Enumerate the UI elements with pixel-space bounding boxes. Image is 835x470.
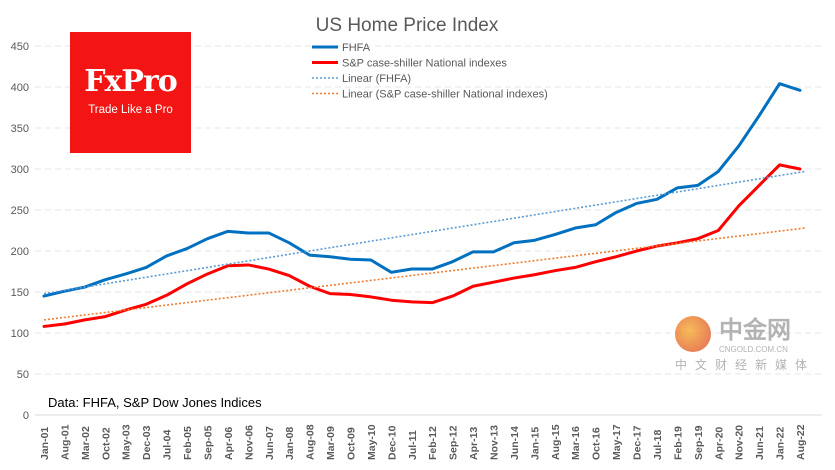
- x-tick-label: Jun-21: [754, 426, 766, 460]
- x-tick-label: Jan-08: [284, 427, 296, 460]
- x-tick-label: Oct-16: [591, 427, 603, 460]
- y-tick-label: 50: [17, 369, 29, 381]
- watermark: 中金网 CNGOLD.COM.CN 中文财经新媒体: [675, 316, 830, 376]
- legend-label: Linear (FHFA): [342, 73, 411, 85]
- x-tick-label: Aug-15: [550, 424, 562, 460]
- series-line-3: [43, 170, 806, 295]
- x-tick-label: Feb-05: [182, 426, 194, 460]
- x-tick-label: Apr-06: [223, 427, 235, 460]
- x-tick-label: Oct-09: [345, 427, 357, 460]
- x-tick-label: Dec-03: [141, 425, 153, 460]
- x-tick-label: Sep-12: [448, 425, 460, 460]
- y-tick-label: 350: [11, 123, 29, 135]
- y-tick-label: 300: [11, 164, 29, 176]
- x-tick-label: Sep-05: [202, 425, 214, 460]
- x-tick-label: Jun-07: [264, 426, 276, 460]
- x-tick-label: Feb-19: [672, 426, 684, 460]
- logo-brand: FxPro: [84, 64, 178, 99]
- series-line-4: [43, 227, 806, 321]
- x-tick-label: Nov-13: [489, 425, 501, 460]
- x-tick-label: Jan-01: [39, 427, 51, 460]
- watermark-subtitle: 中文财经新媒体: [675, 358, 816, 372]
- x-tick-label: Jan-22: [775, 427, 787, 460]
- x-tick-label: Jul-11: [407, 430, 419, 460]
- series-line-2: [42, 163, 802, 328]
- legend-label: S&P case-shiller National indexes: [342, 58, 507, 70]
- x-tick-label: Feb-12: [427, 426, 439, 460]
- x-tick-label: Oct-02: [100, 427, 112, 460]
- x-tick-label: Aug-01: [59, 424, 71, 460]
- y-tick-label: 100: [11, 328, 29, 340]
- watermark-domain: CNGOLD.COM.CN: [719, 345, 788, 354]
- x-tick-label: Mar-09: [325, 426, 337, 460]
- series-line-1: [42, 82, 802, 298]
- x-tick-label: Sep-19: [693, 425, 705, 460]
- y-tick-label: 250: [11, 205, 29, 217]
- x-tick-label: May-03: [121, 424, 133, 460]
- x-tick-label: Apr-20: [713, 427, 725, 460]
- logo-tagline: Trade Like a Pro: [88, 104, 173, 116]
- fxpro-logo: FxPro Trade Like a Pro: [70, 32, 191, 153]
- y-tick-label: 400: [11, 82, 29, 94]
- x-tick-label: Jul-04: [162, 429, 174, 460]
- watermark-name: 中金网: [719, 316, 791, 344]
- legend-label: Linear (S&P case-shiller National indexe…: [342, 89, 548, 101]
- x-tick-label: Nov-06: [243, 425, 255, 460]
- source-note: Data: FHFA, S&P Dow Jones Indices: [48, 395, 262, 410]
- x-tick-label: Dec-10: [386, 425, 398, 460]
- x-tick-label: Nov-20: [734, 425, 746, 460]
- y-tick-label: 200: [11, 246, 29, 258]
- x-tick-label: Mar-02: [80, 426, 92, 460]
- x-tick-label: Dec-17: [632, 425, 644, 460]
- y-tick-label: 0: [23, 410, 29, 422]
- chart-title: US Home Price Index: [316, 15, 499, 36]
- legend-label: FHFA: [342, 42, 371, 54]
- watermark-coin-icon: [675, 316, 711, 352]
- x-tick-label: Apr-13: [468, 427, 480, 460]
- x-tick-label: Jul-18: [652, 429, 664, 460]
- x-tick-label: Jan-15: [529, 427, 541, 460]
- y-tick-label: 150: [11, 287, 29, 299]
- x-tick-label: Mar-16: [570, 426, 582, 460]
- y-tick-label: 450: [11, 41, 29, 53]
- x-tick-label: Jun-14: [509, 426, 521, 460]
- x-tick-label: May-10: [366, 424, 378, 460]
- x-tick-label: May-17: [611, 424, 623, 460]
- x-tick-label: Aug-08: [305, 424, 317, 460]
- x-tick-label: Aug-22: [795, 424, 807, 460]
